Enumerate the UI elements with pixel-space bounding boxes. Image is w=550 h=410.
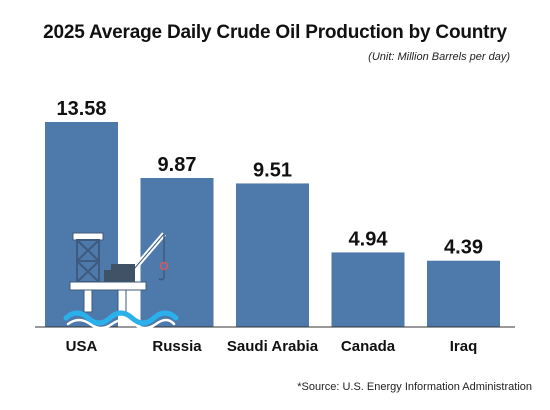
category-label: Russia	[152, 338, 202, 355]
unit-note: (Unit: Million Barrels per day)	[368, 51, 510, 63]
source-note: *Source: U.S. Energy Information Adminis…	[297, 381, 532, 393]
value-label: 4.94	[349, 228, 389, 250]
value-label: 9.87	[158, 154, 197, 176]
bar-saudi-arabia	[236, 183, 309, 327]
value-label: 9.51	[253, 159, 292, 181]
bar-canada	[331, 252, 405, 327]
value-label: 4.39	[444, 237, 483, 259]
value-label: 13.58	[56, 98, 106, 120]
bar-iraq	[427, 260, 500, 327]
bar-russia	[140, 178, 214, 327]
bar-usa	[45, 122, 118, 327]
category-label: Canada	[341, 338, 396, 355]
category-label: Saudi Arabia	[227, 338, 319, 355]
category-label: USA	[66, 338, 98, 355]
chart-title: 2025 Average Daily Crude Oil Production …	[43, 22, 507, 43]
category-label: Iraq	[450, 338, 478, 355]
oil-rig-icon	[63, 232, 179, 330]
